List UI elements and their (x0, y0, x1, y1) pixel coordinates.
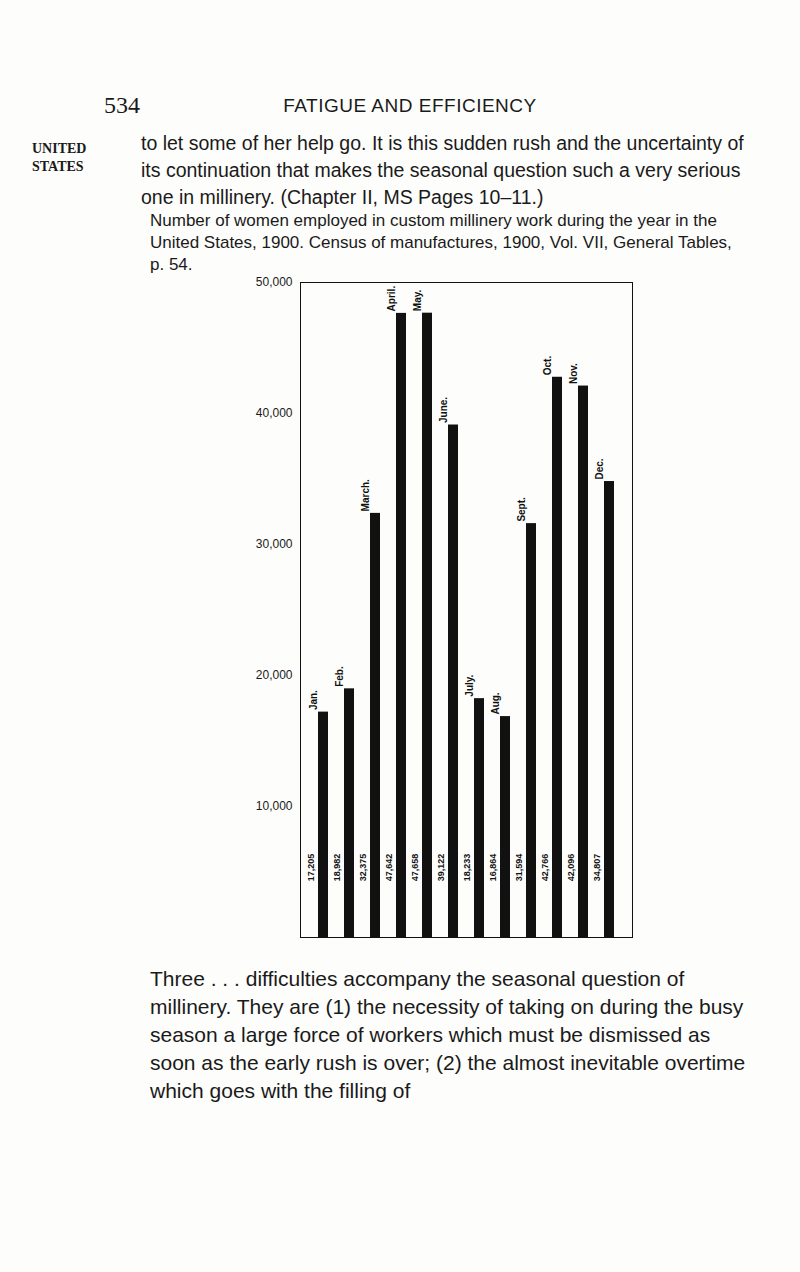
svg-text:18,233: 18,233 (462, 854, 472, 882)
svg-text:10,000: 10,000 (256, 799, 293, 813)
svg-text:34,807: 34,807 (592, 854, 602, 882)
svg-text:Dec.: Dec. (594, 458, 605, 479)
svg-text:40,000: 40,000 (256, 406, 293, 420)
svg-text:June.: June. (438, 397, 449, 423)
svg-text:42,096: 42,096 (566, 854, 576, 882)
svg-text:April.: April. (386, 286, 397, 312)
svg-text:32,375: 32,375 (358, 854, 368, 882)
svg-text:18,982: 18,982 (332, 854, 342, 882)
svg-text:16,864: 16,864 (488, 854, 498, 882)
svg-text:31,594: 31,594 (514, 854, 524, 882)
svg-text:May.: May. (412, 289, 423, 311)
html-text:UNITED STATES: UNITED STATES (32, 141, 87, 174)
svg-text:Oct.: Oct. (542, 356, 553, 376)
html-text:FATIGUE AND EFFICIENCY: FATIGUE AND EFFICIENCY (283, 95, 537, 116)
html-text:Number of women employed in cu: Number of women employed in custom milli… (150, 211, 732, 274)
svg-text:Sept.: Sept. (516, 497, 527, 522)
svg-text:47,658: 47,658 (410, 854, 420, 882)
svg-text:Aug.: Aug. (490, 692, 501, 714)
svg-text:Feb.: Feb. (334, 666, 345, 687)
svg-text:50,000: 50,000 (256, 275, 293, 289)
svg-text:Nov.: Nov. (568, 363, 579, 384)
html-text:534: 534 (104, 92, 140, 118)
svg-text:42,766: 42,766 (540, 854, 550, 882)
svg-text:July.: July. (464, 674, 475, 696)
svg-text:20,000: 20,000 (256, 668, 293, 682)
svg-text:30,000: 30,000 (256, 537, 293, 551)
svg-text:39,122: 39,122 (436, 854, 446, 882)
svg-text:Jan.: Jan. (308, 690, 319, 710)
svg-text:47,642: 47,642 (384, 854, 394, 882)
html-text:Three . . . difficulties accom: Three . . . difficulties accompany the s… (150, 967, 746, 1102)
html-text:to let some of her help go. It: to let some of her help go. It is this s… (141, 132, 744, 208)
svg-text:March.: March. (360, 479, 371, 511)
svg-text:17,205: 17,205 (306, 854, 316, 882)
